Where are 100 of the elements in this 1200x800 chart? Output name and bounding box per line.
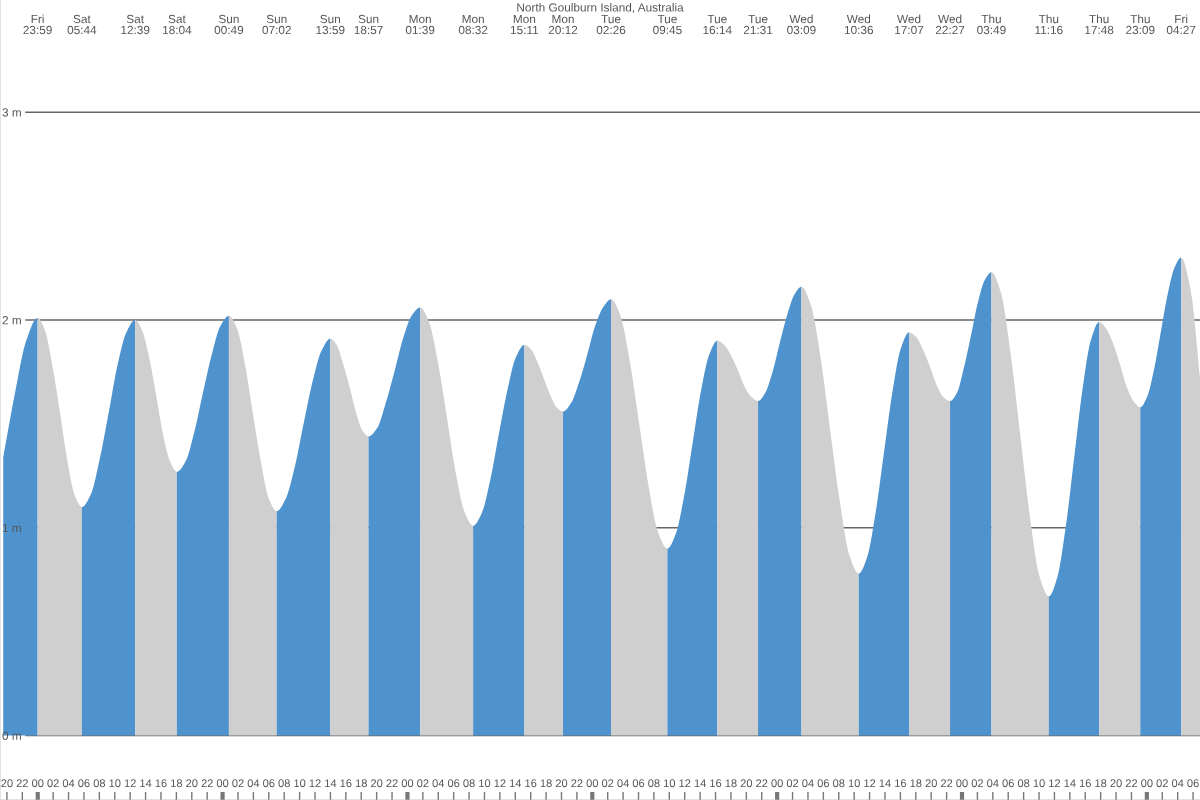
x-tick-label: 10 [848, 779, 860, 788]
y-tick-label: 1 m [2, 523, 21, 533]
x-tick-label: 06 [447, 779, 460, 788]
x-tick-label: 04 [802, 779, 814, 788]
x-tick-label: 14 [509, 779, 522, 788]
annotation: Thu 17:48 [1085, 14, 1114, 35]
x-tick-label: 16 [155, 779, 167, 788]
x-tick-label: 20 [1, 779, 13, 788]
x-tick-label: 10 [294, 779, 306, 788]
annotation: Sat 05:44 [67, 14, 97, 35]
annotation: Sun 00:49 [214, 14, 244, 35]
x-tick-label: 00 [401, 779, 414, 788]
x-tick-label: 14 [694, 779, 706, 788]
annotation: Mon 15:11 [510, 14, 539, 35]
x-tick-label: 12 [1049, 779, 1061, 788]
x-tick-label: 22 [940, 779, 953, 788]
x-tick-label: 16 [1079, 779, 1091, 788]
x-tick-label: 06 [263, 779, 275, 788]
x-tick-label: 04 [247, 779, 260, 788]
x-tick-label: 18 [725, 779, 737, 788]
x-tick-label: 10 [663, 779, 676, 788]
annotation: Tue 02:26 [596, 14, 626, 35]
x-tick-label: 00 [1141, 779, 1153, 788]
annotation: Mon 01:39 [405, 14, 435, 35]
annotation: Wed 03:09 [787, 14, 816, 35]
x-tick-label: 04 [62, 779, 75, 788]
x-tick-label: 14 [879, 779, 891, 788]
x-tick-label: 06 [1187, 779, 1199, 788]
annotation: Sat 18:04 [163, 14, 192, 35]
annotation: Fri 04:27 [1166, 14, 1196, 35]
annotation: Tue 21:31 [743, 14, 773, 35]
x-tick-label: 20 [555, 779, 568, 788]
annotation: Thu 11:16 [1035, 14, 1063, 35]
x-tick-label: 08 [93, 779, 106, 788]
annotation: Thu 03:49 [977, 14, 1006, 35]
x-tick-label: 06 [632, 779, 645, 788]
annotation: Tue 16:14 [703, 14, 732, 35]
x-tick-label: 12 [494, 779, 506, 788]
x-tick-label: 20 [925, 779, 937, 788]
x-tick-label: 14 [325, 779, 337, 788]
x-tick-label: 02 [786, 779, 799, 788]
x-tick-label: 10 [1033, 779, 1045, 788]
x-tick-label: 18 [171, 779, 183, 788]
x-tick-label: 12 [124, 779, 136, 788]
annotation: Sat 12:39 [121, 14, 150, 35]
x-tick-label: 12 [309, 779, 321, 788]
x-tick-label: 22 [1125, 779, 1138, 788]
x-tick-label: 18 [910, 779, 922, 788]
x-tick-label: 20 [186, 779, 198, 788]
x-tick-label: 22 [201, 779, 213, 788]
x-tick-label: 08 [463, 779, 475, 788]
annotation: Mon 20:12 [548, 14, 578, 35]
x-tick-label: 04 [432, 779, 445, 788]
annotation: Sun 07:02 [262, 14, 291, 35]
x-tick-label: 14 [1064, 779, 1076, 788]
x-tick-label: 08 [278, 779, 290, 788]
x-tick-label: 02 [417, 779, 429, 788]
chart-title: North Goulburn Island, Australia [517, 2, 684, 14]
y-tick-label: 2 m [2, 316, 21, 325]
y-tick-label: 3 m [2, 108, 21, 117]
x-tick-label: 20 [1110, 779, 1122, 788]
annotation: Wed 10:36 [844, 14, 874, 35]
x-tick-label: 04 [1171, 779, 1184, 788]
x-tick-label: 16 [710, 779, 722, 788]
x-tick-label: 10 [479, 779, 491, 788]
x-tick-label: 02 [232, 779, 244, 788]
x-tick-label: 16 [525, 779, 537, 788]
x-tick-label: 02 [47, 779, 59, 788]
x-tick-label: 02 [971, 779, 984, 788]
x-tick-label: 22 [571, 779, 583, 788]
x-tick-label: 12 [679, 779, 691, 788]
annotation: Fri 23:59 [23, 14, 52, 35]
x-tick-label: 12 [864, 779, 876, 788]
x-tick-label: 06 [78, 779, 90, 788]
x-tick-label: 14 [140, 779, 152, 788]
x-tick-label: 16 [895, 779, 907, 788]
x-tick-label: 18 [1095, 779, 1107, 788]
x-tick-label: 08 [833, 779, 845, 788]
x-tick-label: 20 [371, 779, 383, 788]
x-tick-label: 10 [109, 779, 121, 788]
x-tick-label: 00 [32, 779, 44, 788]
x-tick-label: 00 [956, 779, 968, 788]
annotation: Tue 09:45 [653, 14, 682, 35]
x-tick-label: 00 [771, 779, 783, 788]
x-tick-label: 22 [386, 779, 398, 788]
x-tick-label: 08 [648, 779, 660, 788]
x-tick-label: 22 [756, 779, 768, 788]
x-tick-label: 16 [340, 779, 352, 788]
annotation: Sun 13:59 [316, 14, 345, 35]
x-tick-label: 18 [540, 779, 552, 788]
annotation: Wed 22:27 [935, 14, 965, 35]
x-tick-label: 04 [987, 779, 999, 788]
x-tick-label: 20 [740, 779, 753, 788]
x-tick-label: 02 [601, 779, 614, 788]
x-tick-label: 08 [1017, 779, 1030, 788]
x-tick-label: 04 [617, 779, 629, 788]
annotation: Mon 08:32 [458, 14, 488, 35]
x-tick-label: 00 [216, 779, 229, 788]
annotation: Sun 18:57 [354, 14, 383, 35]
x-tick-label: 02 [1156, 779, 1168, 788]
